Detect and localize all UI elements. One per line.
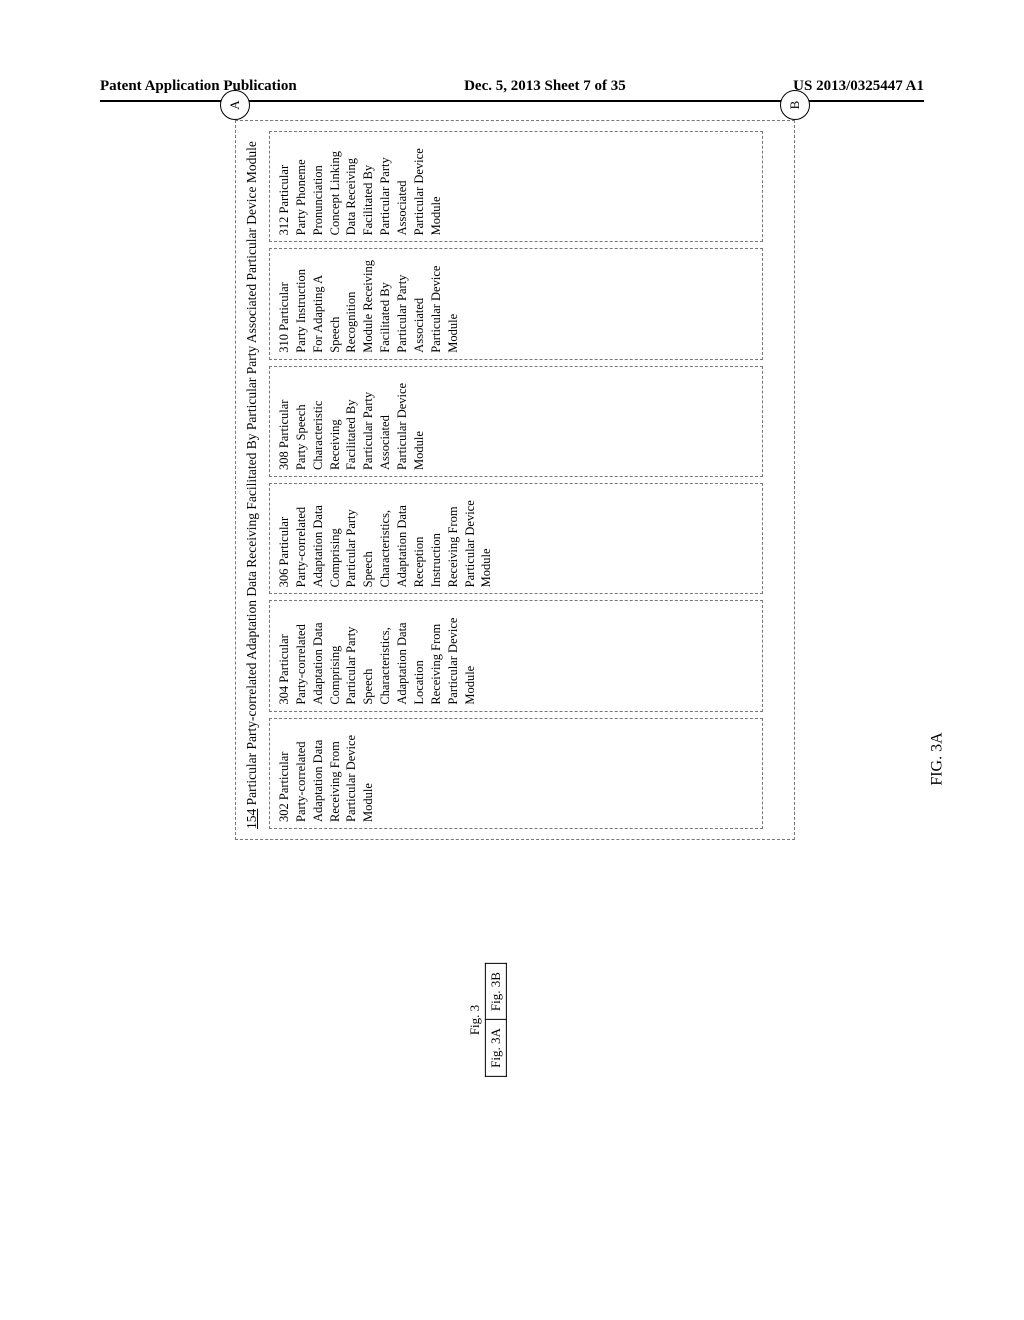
outer-module: 154 Particular Party-correlated Adaptati…: [235, 120, 795, 840]
connector-a-label: A: [227, 100, 243, 109]
connector-a: A: [220, 90, 250, 120]
connector-b: B: [780, 90, 810, 120]
module-312: 312 Particular Party Phoneme Pronunciati…: [269, 131, 763, 242]
header-left: Patent Application Publication: [100, 78, 297, 95]
module-310: 310 Particular Party Instruction For Ada…: [269, 248, 763, 359]
module-308: 308 Particular Party Speech Characterist…: [269, 366, 763, 477]
module-302: 302 Particular Party-correlated Adaptati…: [269, 718, 763, 829]
figure-composite-left: Fig. 3A: [485, 1020, 506, 1077]
figure-label-text: FIG. 3A: [928, 732, 945, 785]
figure-composite-table: Fig. 3A Fig. 3B: [485, 963, 507, 1077]
outer-module-title-text: Particular Party-correlated Adaptation D…: [244, 141, 259, 809]
diagram: A B 154 Particular Party-correlated Adap…: [235, 120, 795, 840]
module-304: 304 Particular Party-correlated Adaptati…: [269, 600, 763, 711]
header-right: US 2013/0325447 A1: [793, 78, 924, 95]
connector-b-label: B: [787, 101, 803, 110]
header-center: Dec. 5, 2013 Sheet 7 of 35: [464, 78, 626, 95]
module-306: 306 Particular Party-correlated Adaptati…: [269, 483, 763, 594]
figure-label: FIG. 3A: [928, 732, 946, 785]
module-row: 302 Particular Party-correlated Adaptati…: [269, 131, 763, 829]
outer-module-ref: 154: [244, 809, 259, 829]
figure-composite-map: Fig. 3 Fig. 3A Fig. 3B: [467, 963, 507, 1077]
outer-module-title: 154 Particular Party-correlated Adaptati…: [244, 131, 261, 829]
figure-composite-right: Fig. 3B: [485, 964, 506, 1020]
figure-composite-title: Fig. 3: [467, 963, 483, 1077]
